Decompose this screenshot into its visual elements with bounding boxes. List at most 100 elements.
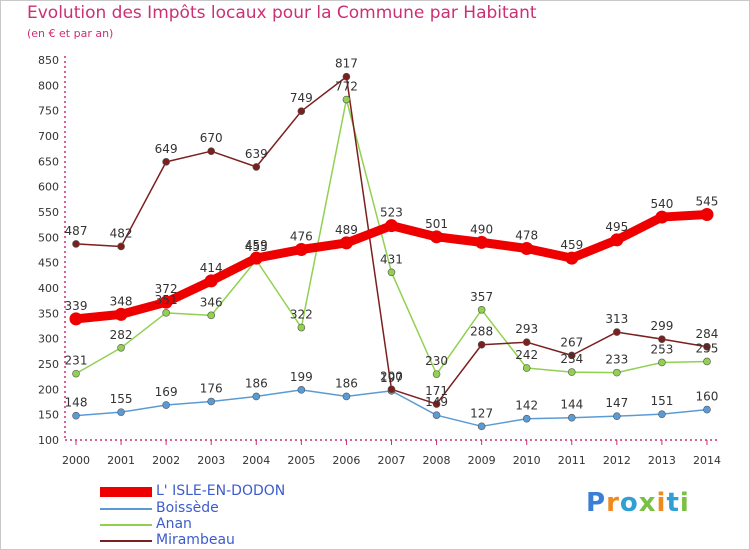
- data-point: [475, 235, 489, 249]
- data-label: 255: [696, 341, 719, 355]
- data-label: 169: [155, 385, 178, 399]
- data-label: 284: [696, 327, 719, 341]
- y-tick-label: 800: [38, 79, 59, 92]
- data-point: [520, 241, 534, 255]
- x-tick-label: 2005: [287, 454, 315, 467]
- data-label: 749: [290, 91, 313, 105]
- data-point: [703, 357, 711, 366]
- proxiti-logo: Proxiti: [586, 488, 690, 518]
- data-point: [294, 242, 308, 256]
- data-labels: 148 155 169 176 186 199 186 197 149 127 142 144 147 1…: [65, 57, 719, 421]
- data-label: 455: [245, 240, 268, 254]
- data-point: [342, 72, 351, 81]
- data-point: [477, 422, 486, 431]
- data-point: [162, 158, 170, 166]
- data-label: 817: [335, 57, 358, 71]
- data-point: [342, 95, 351, 104]
- data-point: [297, 107, 306, 115]
- data-label: 151: [650, 394, 673, 408]
- y-tick-label: 200: [38, 383, 59, 396]
- x-tick-label: 2010: [513, 454, 541, 467]
- data-label: 200: [380, 369, 403, 383]
- legend-label-boissede: Boissède: [156, 500, 219, 516]
- data-point: [117, 242, 125, 251]
- legend-swatch-isle: [100, 487, 152, 497]
- data-point: [613, 368, 621, 377]
- data-label: 176: [200, 381, 223, 395]
- data-point: [477, 305, 486, 314]
- data-point: [703, 405, 711, 414]
- data-label: 127: [470, 406, 493, 420]
- y-tick-label: 450: [38, 257, 59, 270]
- x-tick-label: 2002: [152, 454, 180, 467]
- data-label: 299: [650, 319, 673, 333]
- x-tick-label: 2004: [242, 454, 270, 467]
- data-point: [297, 323, 306, 332]
- data-label: 322: [290, 308, 313, 322]
- data-label: 147: [605, 396, 628, 410]
- data-label: 199: [290, 370, 313, 384]
- data-label: 242: [515, 348, 538, 362]
- data-label: 233: [605, 353, 628, 367]
- data-label: 253: [650, 342, 673, 356]
- data-label: 523: [380, 206, 403, 220]
- logo-letter: r: [606, 488, 620, 518]
- x-tick-label: 2012: [603, 454, 631, 467]
- data-label: 476: [290, 229, 313, 243]
- y-tick-label: 850: [38, 54, 59, 67]
- data-point: [432, 370, 441, 378]
- data-label: 639: [245, 147, 268, 161]
- data-label: 231: [65, 354, 88, 368]
- data-point: [72, 369, 80, 378]
- data-label: 293: [515, 322, 538, 336]
- data-label: 489: [335, 223, 358, 237]
- data-point: [117, 408, 125, 416]
- legend-swatch-mirambeau: [100, 540, 152, 542]
- data-label: 267: [560, 335, 583, 349]
- data-point: [430, 230, 444, 244]
- legend-swatch-anan: [100, 524, 152, 526]
- data-label: 649: [155, 142, 178, 156]
- x-tick-label: 2011: [558, 454, 586, 467]
- data-point: [342, 392, 351, 401]
- data-point: [162, 309, 170, 317]
- data-label: 357: [470, 290, 493, 304]
- y-tick-label: 150: [38, 409, 59, 422]
- data-label: 372: [155, 282, 178, 296]
- logo-letter: P: [586, 488, 607, 518]
- y-tick-label: 750: [38, 105, 59, 118]
- data-label: 186: [245, 376, 268, 390]
- data-point: [252, 392, 261, 401]
- data-point: [207, 147, 216, 155]
- data-point: [565, 251, 579, 265]
- legend-label-isle: L' ISLE-EN-DODON: [156, 483, 286, 499]
- data-point: [522, 338, 531, 347]
- data-label: 144: [560, 398, 583, 412]
- data-label: 186: [335, 376, 358, 390]
- y-tick-label: 600: [38, 181, 59, 194]
- data-point: [162, 401, 170, 409]
- data-label: 160: [696, 390, 719, 404]
- x-tick-label: 2006: [332, 454, 360, 467]
- logo-letter: t: [666, 488, 680, 518]
- data-point: [387, 385, 396, 394]
- data-label: 348: [110, 294, 133, 308]
- x-tick-label: 2003: [197, 454, 225, 467]
- data-label: 346: [200, 295, 223, 309]
- data-label: 142: [515, 399, 538, 413]
- data-point: [700, 208, 714, 222]
- y-tick-label: 650: [38, 155, 59, 168]
- data-point: [658, 358, 666, 367]
- x-tick-label: 2009: [468, 454, 496, 467]
- data-label: 478: [515, 228, 538, 242]
- data-label: 490: [470, 222, 493, 236]
- data-point: [432, 411, 441, 419]
- series-points: [69, 72, 714, 431]
- data-label: 313: [605, 312, 628, 326]
- data-point: [72, 240, 80, 248]
- axes: 100 150 200 250 300 350 400 450 500 550 600 650 700 7…: [38, 54, 721, 467]
- data-label: 459: [560, 238, 583, 252]
- x-tick-label: 2000: [62, 454, 90, 467]
- x-tick-label: 2013: [648, 454, 676, 467]
- y-tick-label: 550: [38, 206, 59, 219]
